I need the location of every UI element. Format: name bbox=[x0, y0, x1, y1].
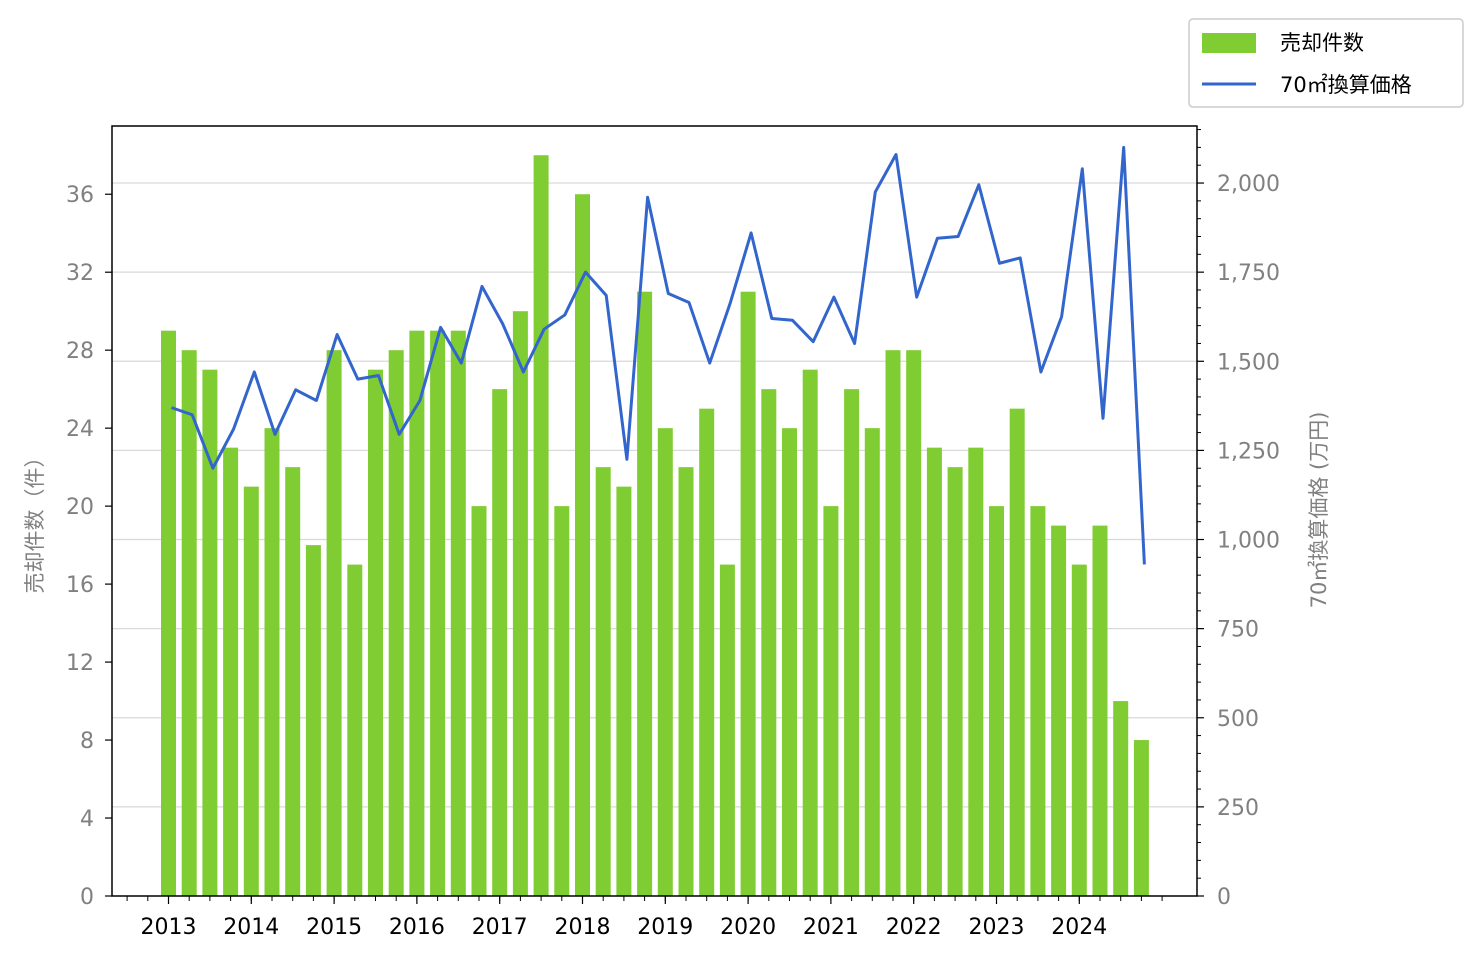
bar bbox=[450, 330, 466, 896]
left-tick-label: 16 bbox=[66, 573, 94, 598]
left-axis-title: 売却件数（件） bbox=[23, 447, 47, 594]
bar-series bbox=[161, 155, 1149, 897]
x-axis-ticks: 2013 2014 2015 2016 2017 2018 2019 2020 2021 2022… bbox=[126, 896, 1163, 940]
bar bbox=[947, 467, 963, 896]
bar bbox=[388, 350, 404, 896]
bar bbox=[471, 506, 487, 896]
x-tick-label: 2020 bbox=[720, 915, 776, 940]
right-tick-label: 1,750 bbox=[1217, 261, 1280, 286]
left-axis-ticks: 0 4 8 12 16 20 24 28 32 36 bbox=[66, 183, 112, 910]
x-tick-label: 2021 bbox=[803, 915, 859, 940]
bar bbox=[512, 311, 528, 896]
bar bbox=[802, 369, 818, 896]
bar bbox=[368, 369, 383, 896]
bar bbox=[719, 564, 735, 896]
right-tick-label: 1,000 bbox=[1217, 529, 1280, 554]
bar bbox=[678, 467, 694, 896]
right-axis-ticks: 0 250 500 750 1,000 1,250 1,500 1,750 2,000 bbox=[1197, 129, 1280, 910]
x-tick-label: 2016 bbox=[389, 915, 445, 940]
legend-box bbox=[1188, 18, 1464, 108]
bar bbox=[264, 428, 280, 896]
bar bbox=[1030, 506, 1046, 896]
left-tick-label: 24 bbox=[66, 417, 94, 442]
x-tick-label: 2013 bbox=[141, 915, 197, 940]
bar bbox=[657, 428, 673, 896]
plot-frame bbox=[111, 125, 1198, 897]
legend: 売却件数 70㎡換算価格 bbox=[1188, 18, 1464, 108]
right-tick-label: 1,500 bbox=[1217, 350, 1280, 375]
bar bbox=[161, 330, 176, 896]
bar bbox=[740, 291, 756, 897]
bar bbox=[906, 350, 922, 896]
bar bbox=[885, 350, 901, 896]
left-tick-label: 8 bbox=[80, 729, 94, 754]
left-tick-label: 20 bbox=[66, 495, 94, 520]
line-series bbox=[171, 145, 1146, 565]
right-tick-label: 2,000 bbox=[1217, 172, 1280, 197]
bar bbox=[533, 155, 549, 897]
x-tick-label: 2014 bbox=[223, 915, 279, 940]
x-tick-label: 2024 bbox=[1051, 915, 1107, 940]
bar bbox=[1071, 564, 1087, 896]
bar bbox=[492, 389, 508, 896]
left-tick-label: 12 bbox=[66, 651, 94, 676]
x-tick-label: 2022 bbox=[886, 915, 942, 940]
legend-bar-swatch bbox=[1202, 33, 1256, 53]
bar bbox=[223, 447, 239, 896]
x-tick-label: 2015 bbox=[306, 915, 362, 940]
bar bbox=[326, 350, 342, 896]
bar bbox=[305, 545, 321, 896]
bar bbox=[430, 330, 446, 896]
right-axis-title: 70㎡換算価格 (万円) bbox=[1307, 412, 1331, 609]
bar bbox=[968, 447, 984, 896]
right-tick-label: 1,250 bbox=[1217, 439, 1280, 464]
left-tick-label: 28 bbox=[66, 339, 94, 364]
legend-bar-label: 売却件数 bbox=[1280, 31, 1364, 55]
bar bbox=[285, 467, 301, 896]
left-tick-label: 32 bbox=[66, 261, 94, 286]
right-tick-label: 250 bbox=[1217, 796, 1259, 821]
bar bbox=[243, 486, 259, 896]
right-tick-label: 500 bbox=[1217, 707, 1259, 732]
bar bbox=[699, 408, 715, 896]
bar bbox=[782, 428, 797, 896]
x-tick-label: 2018 bbox=[555, 915, 611, 940]
bar bbox=[823, 506, 839, 896]
bar bbox=[844, 389, 860, 896]
bar bbox=[181, 350, 197, 896]
bar bbox=[1009, 408, 1025, 896]
bar bbox=[1113, 701, 1129, 896]
bar bbox=[554, 506, 570, 896]
legend-line-label: 70㎡換算価格 bbox=[1280, 73, 1412, 97]
bar bbox=[926, 447, 942, 896]
x-tick-label: 2019 bbox=[637, 915, 693, 940]
left-tick-label: 4 bbox=[80, 807, 94, 832]
bar bbox=[761, 389, 777, 896]
bar bbox=[1133, 740, 1149, 896]
bar bbox=[989, 506, 1004, 896]
bar bbox=[637, 291, 653, 897]
bar bbox=[409, 330, 425, 896]
bar bbox=[1051, 525, 1067, 896]
x-tick-label: 2017 bbox=[472, 915, 528, 940]
bar bbox=[1092, 525, 1108, 896]
x-tick-label: 2023 bbox=[969, 915, 1025, 940]
right-tick-label: 750 bbox=[1217, 618, 1259, 643]
bar bbox=[202, 369, 218, 896]
bar bbox=[864, 428, 880, 896]
left-tick-label: 0 bbox=[80, 885, 94, 910]
right-tick-label: 0 bbox=[1217, 885, 1231, 910]
bar bbox=[616, 486, 632, 896]
bar bbox=[347, 564, 363, 896]
bar bbox=[575, 194, 590, 896]
price-line bbox=[171, 145, 1146, 565]
left-tick-label: 36 bbox=[66, 183, 94, 208]
bar bbox=[595, 467, 611, 896]
